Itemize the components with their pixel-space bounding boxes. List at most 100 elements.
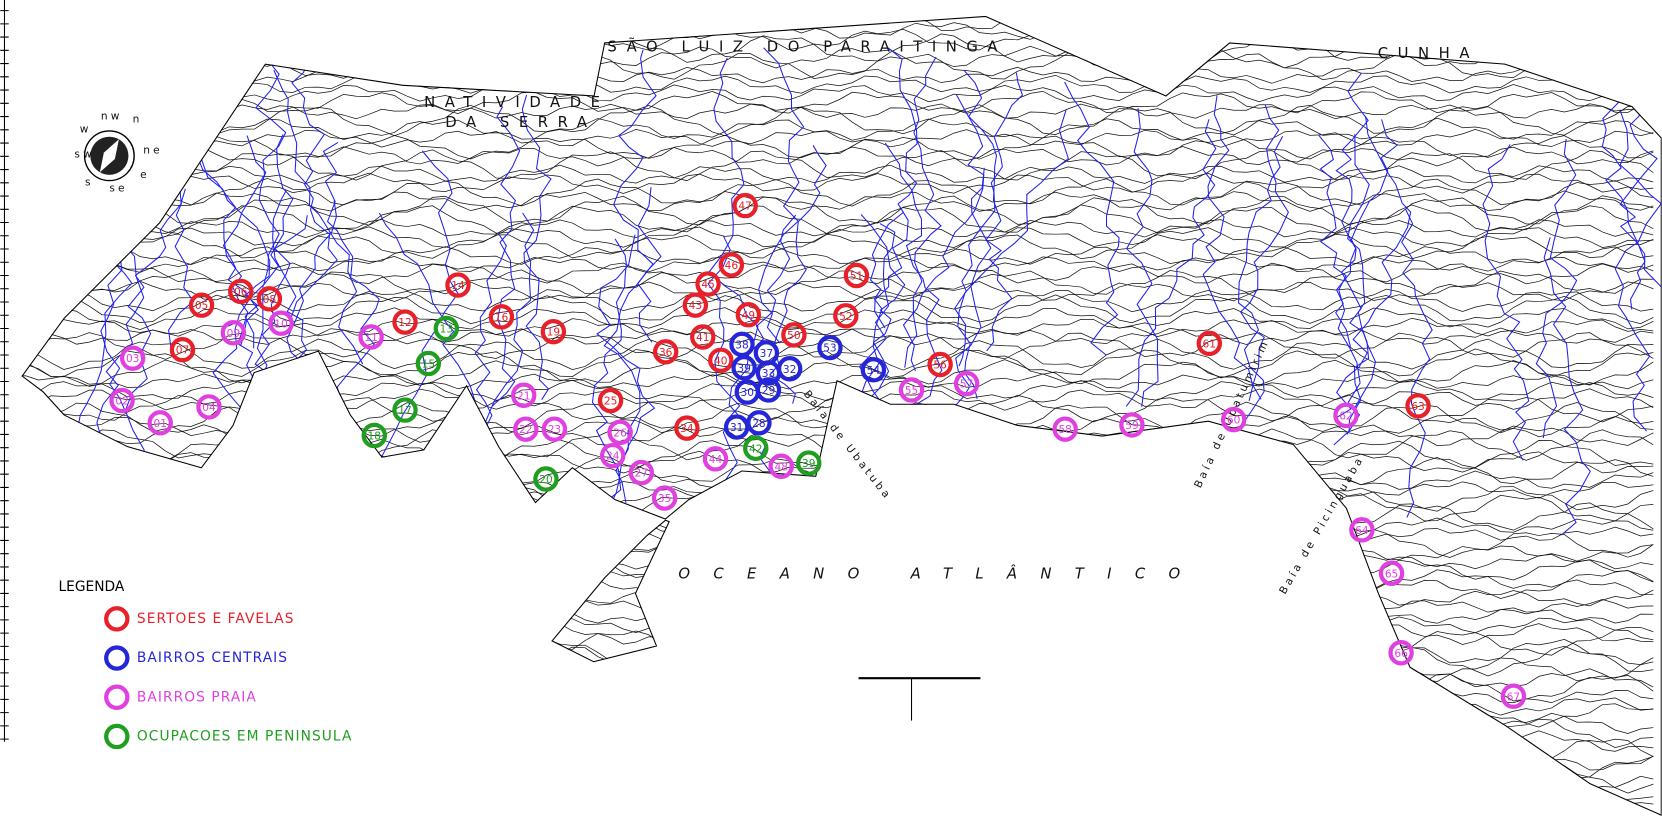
marker-label: 63 <box>1411 401 1424 413</box>
place-label: CUNHA <box>1378 45 1479 62</box>
marker-label: 31 <box>730 422 743 434</box>
marker-label: 30 <box>741 387 755 399</box>
marker-label: 09 <box>227 328 240 340</box>
marker-label: 34 <box>680 423 694 435</box>
contour <box>0 809 1653 817</box>
marker-label: 27 <box>635 468 648 480</box>
marker-label: 11 <box>364 332 377 344</box>
marker-label: 08 <box>263 294 276 306</box>
contour <box>0 763 1653 793</box>
ocean-label: OCEANO ATLÂNTICO <box>678 564 1203 582</box>
marker-label: 02 <box>115 396 128 408</box>
marker-label: 10 <box>274 318 288 330</box>
marker-label: 67 <box>1507 691 1520 703</box>
compass-label: s <box>85 176 94 188</box>
place-label: DA SERRA <box>445 114 596 131</box>
place-label: NATIVIDADE <box>424 94 609 111</box>
compass-label: sw <box>74 149 95 161</box>
marker-label: 16 <box>495 312 509 324</box>
marker-label: 19 <box>547 327 560 339</box>
scale-ruler <box>0 0 8 742</box>
marker-label: 40 <box>714 355 728 367</box>
marker-label: 26 <box>613 427 627 439</box>
contour <box>0 668 1653 689</box>
contour <box>0 702 1653 727</box>
marker-label: 06 <box>234 286 248 298</box>
marker-label: 52 <box>839 311 852 323</box>
marker-label: 53 <box>823 343 836 355</box>
marker-label: 59 <box>1125 420 1138 432</box>
marker-label: 44 <box>709 454 723 466</box>
legend-label: OCUPACOES EM PENINSULA <box>137 728 353 744</box>
marker-label: 39 <box>737 363 750 375</box>
contour <box>0 790 1653 817</box>
legend-label: BAIRROS CENTRAIS <box>137 650 288 666</box>
marker-label: 57 <box>960 379 973 391</box>
marker-label: 46 <box>725 260 739 272</box>
compass-label: ne <box>143 144 163 156</box>
contour <box>0 748 1653 771</box>
legend-swatch <box>106 726 127 747</box>
marker-label: 47 <box>738 201 751 213</box>
marker-label: 29 <box>762 385 775 397</box>
marker-label: 56 <box>933 360 947 372</box>
marker-label: 03 <box>126 353 139 365</box>
contour <box>0 776 1653 797</box>
compass-label: se <box>109 183 127 195</box>
marker-label: 24 <box>606 451 620 463</box>
contour <box>0 756 1653 782</box>
compass-label: n <box>133 114 143 126</box>
marker-label: 62 <box>1339 410 1352 422</box>
marker-label: 61 <box>1203 338 1216 350</box>
marker-label: 20 <box>539 474 553 486</box>
compass-label: e <box>140 169 150 181</box>
marker-label: 58 <box>1058 424 1071 436</box>
legend-swatch <box>106 608 127 629</box>
marker-label: 36 <box>659 347 673 359</box>
marker-label: 14 <box>451 280 465 292</box>
marker-label: 37 <box>760 348 773 360</box>
compass-label: w <box>80 123 92 135</box>
marker-label: 41 <box>696 332 709 344</box>
marker-label: 05 <box>195 300 208 312</box>
marker-label: 25 <box>604 396 617 408</box>
marker-label: 65 <box>1385 568 1398 580</box>
compass-label: nw <box>101 111 123 123</box>
marker-label: 32 <box>783 364 796 376</box>
marker-label: 48 <box>774 461 787 473</box>
marker-label: 51 <box>850 271 863 283</box>
legend-swatch <box>106 647 127 668</box>
legend-label: SERTOES E FAVELAS <box>137 611 295 627</box>
legend-title: LEGENDA <box>59 579 125 595</box>
legend: SERTOES E FAVELAS BAIRROS CENTRAIS BAIRROS… <box>106 608 352 747</box>
marker-label: 38 <box>735 339 748 351</box>
marker-label: 45 <box>701 279 714 291</box>
marker-label: 39 <box>802 458 815 470</box>
legend-swatch <box>106 687 127 708</box>
marker-label: 55 <box>905 385 918 397</box>
marker-label: 13 <box>440 324 453 336</box>
marker-label: 64 <box>1355 525 1369 537</box>
marker-label: 01 <box>153 418 166 430</box>
marker-label: 49 <box>742 310 755 322</box>
marker-label: 66 <box>1394 648 1408 660</box>
marker-label: 04 <box>202 402 216 414</box>
legend-label: BAIRROS PRAIA <box>137 689 257 705</box>
marker-label: 28 <box>752 418 765 430</box>
marker-label: 07 <box>176 345 189 357</box>
marker-label: 18 <box>368 431 381 443</box>
scale-bar <box>859 678 981 720</box>
contour <box>0 798 1653 817</box>
marker-label: 43 <box>689 300 702 312</box>
marker-label: 21 <box>517 390 530 402</box>
contour <box>0 783 1653 809</box>
marker-label: 35 <box>658 493 671 505</box>
marker-label: 60 <box>1227 415 1241 427</box>
marker-label: 17 <box>398 405 411 417</box>
map: n ne e se s sw w nw SÃO LUIZ DO PARAITIN… <box>0 0 1662 817</box>
marker-label: 12 <box>398 317 411 329</box>
place-label: SÃO LUIZ DO PARAITINGA <box>607 39 1007 56</box>
marker-label: 23 <box>548 424 561 436</box>
marker-label: 54 <box>867 365 881 377</box>
marker-label: 50 <box>787 330 801 342</box>
